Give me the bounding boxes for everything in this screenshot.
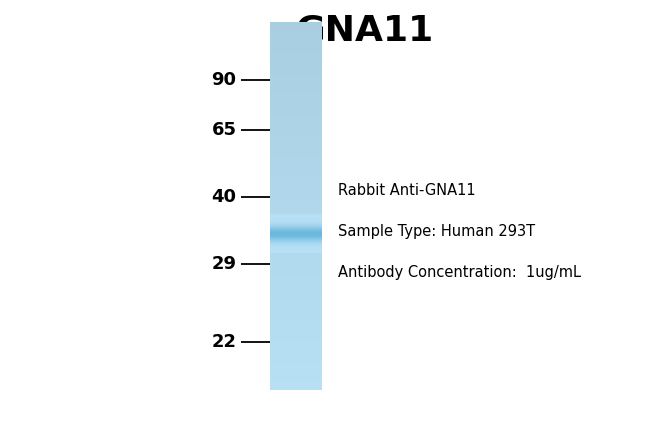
Text: 40: 40 (211, 188, 237, 206)
Text: Sample Type: Human 293T: Sample Type: Human 293T (338, 224, 535, 239)
Text: Rabbit Anti-GNA11: Rabbit Anti-GNA11 (338, 183, 476, 198)
Text: 65: 65 (211, 121, 237, 139)
Text: 22: 22 (211, 333, 237, 351)
Text: Antibody Concentration:  1ug/mL: Antibody Concentration: 1ug/mL (338, 265, 581, 280)
Text: GNA11: GNA11 (295, 13, 433, 47)
Text: 29: 29 (211, 255, 237, 273)
Text: 90: 90 (211, 71, 237, 89)
